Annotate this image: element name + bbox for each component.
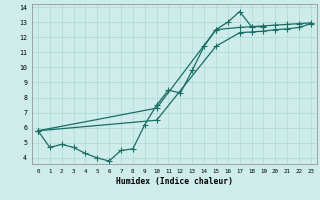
X-axis label: Humidex (Indice chaleur): Humidex (Indice chaleur) [116, 177, 233, 186]
